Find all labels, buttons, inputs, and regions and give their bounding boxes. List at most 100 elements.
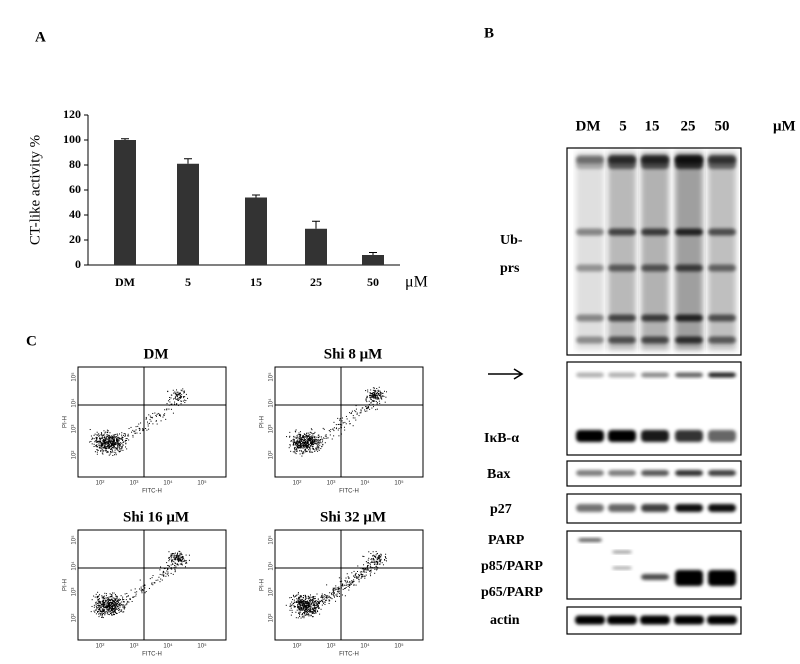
dot — [299, 445, 301, 447]
dot — [174, 557, 176, 559]
dot — [182, 560, 184, 562]
dot — [378, 395, 380, 397]
dot — [314, 440, 316, 442]
dot — [112, 443, 114, 445]
dot — [378, 398, 380, 400]
dot — [168, 551, 170, 553]
dot — [367, 565, 369, 567]
dot — [101, 612, 103, 614]
dot — [373, 387, 375, 389]
dot — [100, 616, 102, 618]
dot — [306, 607, 308, 609]
dot — [113, 435, 115, 437]
dot — [307, 604, 309, 606]
dot — [144, 584, 146, 586]
dot — [305, 447, 307, 449]
dot — [310, 614, 312, 616]
dot — [170, 572, 172, 574]
dot — [183, 558, 185, 560]
dot — [309, 448, 311, 450]
dot — [316, 603, 318, 605]
dot — [344, 580, 346, 582]
dot — [95, 605, 97, 607]
dot — [338, 435, 340, 437]
dot — [339, 588, 341, 590]
dot — [109, 599, 111, 601]
dot — [372, 396, 374, 398]
dot — [372, 394, 374, 396]
dot — [330, 429, 332, 431]
dot — [103, 609, 105, 611]
dot — [150, 420, 152, 422]
dot — [116, 604, 118, 606]
dot — [299, 598, 301, 600]
dot — [119, 599, 121, 601]
dot — [310, 599, 312, 601]
dot — [302, 441, 304, 443]
dot — [102, 447, 104, 449]
dot — [309, 451, 311, 453]
dot — [375, 551, 377, 553]
band — [675, 372, 703, 378]
dot — [308, 615, 310, 617]
dot — [384, 559, 386, 561]
dot — [305, 449, 307, 451]
dot — [102, 600, 104, 602]
dot — [171, 556, 173, 558]
dot — [302, 599, 304, 601]
dot — [309, 436, 311, 438]
dot — [303, 445, 305, 447]
dot — [107, 613, 109, 615]
dot — [301, 443, 303, 445]
dot — [290, 440, 292, 442]
dot — [297, 599, 299, 601]
dot — [145, 416, 147, 418]
dot — [376, 408, 378, 410]
dot — [324, 603, 326, 605]
dot — [114, 600, 116, 602]
dot — [353, 584, 355, 586]
dot — [117, 599, 119, 601]
dot — [107, 446, 109, 448]
dot — [312, 436, 314, 438]
dot — [120, 438, 122, 440]
dot — [329, 592, 331, 594]
dot — [100, 437, 102, 439]
dot — [119, 604, 121, 606]
dot — [108, 454, 110, 456]
dot — [110, 442, 112, 444]
dot — [126, 601, 128, 603]
band — [708, 314, 736, 322]
dot — [320, 448, 322, 450]
dot — [121, 432, 123, 434]
dot — [326, 599, 328, 601]
dot — [321, 601, 323, 603]
dot — [107, 435, 109, 437]
band — [674, 615, 704, 625]
dot — [360, 410, 362, 412]
dot — [348, 420, 350, 422]
dot — [125, 599, 127, 601]
dot — [314, 609, 316, 611]
dot — [176, 396, 178, 398]
dot — [111, 449, 113, 451]
dot — [312, 601, 314, 603]
dot — [114, 613, 116, 615]
dot — [93, 606, 95, 608]
dot — [358, 581, 360, 583]
dot — [379, 557, 381, 559]
dot — [384, 401, 386, 403]
dot — [110, 449, 112, 451]
dot — [173, 398, 175, 400]
dot — [125, 440, 127, 442]
dot — [305, 603, 307, 605]
dot — [108, 614, 110, 616]
dot — [96, 439, 98, 441]
dot — [160, 578, 162, 580]
dot — [360, 577, 362, 579]
dot — [119, 448, 121, 450]
error-bar — [369, 252, 377, 255]
dot — [307, 602, 309, 604]
dot — [319, 440, 321, 442]
dot — [314, 611, 316, 613]
